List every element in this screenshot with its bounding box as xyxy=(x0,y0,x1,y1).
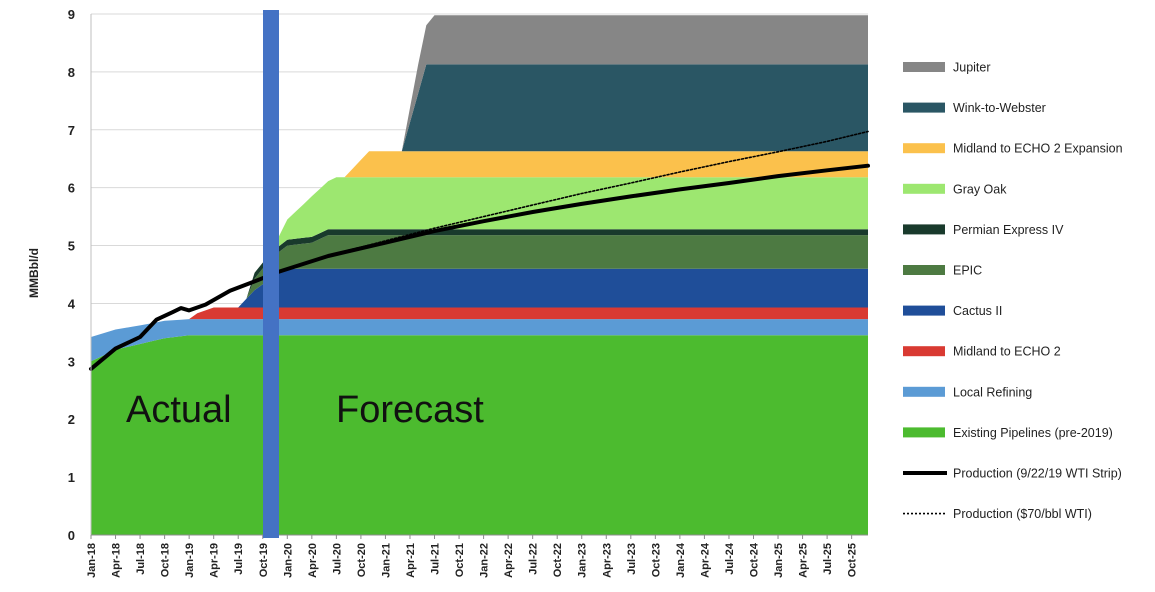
x-tick-label: Oct-18 xyxy=(160,543,172,577)
area-cactus-ii xyxy=(91,268,868,337)
legend-label: Existing Pipelines (pre-2019) xyxy=(953,426,1113,440)
actual-forecast-divider xyxy=(263,10,279,538)
legend-swatch xyxy=(903,427,945,438)
x-tick-label: Jan-18 xyxy=(86,543,98,578)
y-tick-label: 7 xyxy=(68,123,75,138)
legend-label: Production (9/22/19 WTI Strip) xyxy=(953,467,1122,481)
legend-entry: Cactus II xyxy=(903,304,1002,318)
area-epic xyxy=(91,235,868,337)
y-tick-label: 2 xyxy=(68,412,75,427)
legend-entry: Production ($70/bbl WTI) xyxy=(903,507,1092,521)
x-tick-label: Oct-23 xyxy=(650,543,662,577)
legend-entry: Midland to ECHO 2 Expansion xyxy=(903,142,1123,156)
x-tick-label: Jul-20 xyxy=(331,543,343,575)
legend-swatch xyxy=(903,386,945,397)
legend: Jupiter Wink-to-Webster Midland to ECHO 2 … xyxy=(903,61,1123,521)
legend-swatch xyxy=(903,224,945,235)
x-tick-label: Jan-25 xyxy=(773,543,785,578)
x-tick-label: Apr-25 xyxy=(798,543,810,578)
x-tick-label: Jul-19 xyxy=(233,543,245,575)
legend-swatch xyxy=(903,305,945,316)
x-tick-label: Oct-22 xyxy=(552,543,564,577)
legend-swatch xyxy=(903,265,945,275)
legend-label: Permian Express IV xyxy=(953,223,1064,237)
legend-swatch xyxy=(903,62,945,72)
production-lines xyxy=(89,130,870,371)
x-tick-label: Jul-23 xyxy=(626,543,638,575)
legend-swatch xyxy=(903,102,945,113)
actual-label: Actual xyxy=(126,389,232,431)
area-wink-to-webster xyxy=(91,64,868,338)
area-midland-to-echo-2 xyxy=(91,307,868,337)
legend-label: Midland to ECHO 2 Expansion xyxy=(953,142,1123,156)
x-tick-label: Jul-24 xyxy=(724,542,736,575)
y-tick-label: 6 xyxy=(68,181,75,196)
x-tick-label: Oct-21 xyxy=(454,543,466,577)
line-production-70-bbl-wti- xyxy=(278,130,869,273)
y-tick-label: 1 xyxy=(68,470,75,485)
x-tick-label: Jul-18 xyxy=(135,543,147,575)
legend-label: Wink-to-Webster xyxy=(953,101,1046,115)
legend-label: Jupiter xyxy=(953,61,991,75)
legend-swatch xyxy=(903,183,945,194)
x-tick-label: Jan-23 xyxy=(577,543,589,578)
y-axis: 0 1 2 3 4 5 6 7 8 9 xyxy=(68,7,92,543)
legend-swatch xyxy=(903,143,945,154)
y-tick-label: 3 xyxy=(68,354,75,369)
y-tick-label: 8 xyxy=(68,65,75,80)
x-axis: Jan-18 Apr-18 Jul-18 Oct-18 Jan-19 Apr-19 Jul-… xyxy=(86,534,868,578)
legend-entry: Gray Oak xyxy=(903,182,1007,196)
area-existing-pipelines-pre-2019- xyxy=(91,335,868,535)
stacked-areas xyxy=(91,15,868,535)
legend-label: Midland to ECHO 2 xyxy=(953,345,1061,359)
x-tick-label: Jan-22 xyxy=(479,543,491,578)
x-tick-label: Oct-20 xyxy=(356,543,368,577)
x-tick-label: Apr-18 xyxy=(111,543,123,578)
forecast-label: Forecast xyxy=(336,389,484,431)
x-tick-label: Apr-24 xyxy=(699,542,711,578)
x-tick-label: Apr-19 xyxy=(209,543,221,578)
y-tick-label: 4 xyxy=(68,296,76,311)
legend-label: Local Refining xyxy=(953,385,1032,399)
legend-swatch xyxy=(903,346,945,357)
x-tick-label: Oct-24 xyxy=(749,542,761,577)
area-jupiter xyxy=(91,15,868,337)
legend-label: EPIC xyxy=(953,264,982,278)
y-tick-label: 5 xyxy=(68,239,75,254)
y-axis-label: MMBbl/d xyxy=(27,248,41,298)
area-gray-oak xyxy=(91,177,868,337)
y-tick-label: 9 xyxy=(68,7,75,22)
area-local-refining xyxy=(91,319,868,362)
x-tick-label: Jan-24 xyxy=(675,542,687,578)
legend-label: Gray Oak xyxy=(953,182,1007,196)
x-tick-label: Apr-23 xyxy=(601,543,613,578)
x-tick-label: Apr-21 xyxy=(405,543,417,578)
y-tick-label: 0 xyxy=(68,528,75,543)
legend-entry: Wink-to-Webster xyxy=(903,101,1046,115)
x-tick-label: Oct-19 xyxy=(258,543,270,577)
area-midland-to-echo-2-expansion xyxy=(91,151,868,337)
x-tick-label: Jan-21 xyxy=(380,543,392,578)
legend-label: Production ($70/bbl WTI) xyxy=(953,507,1092,521)
x-tick-label: Jan-19 xyxy=(184,543,196,578)
x-tick-label: Jan-20 xyxy=(282,543,294,578)
x-tick-label: Jul-21 xyxy=(430,543,442,575)
legend-label: Cactus II xyxy=(953,304,1002,318)
x-tick-label: Jul-22 xyxy=(528,543,540,575)
x-tick-label: Apr-20 xyxy=(307,543,319,578)
legend-entry: Midland to ECHO 2 xyxy=(903,345,1061,359)
x-tick-label: Apr-22 xyxy=(503,543,515,578)
legend-entry: Permian Express IV xyxy=(903,223,1064,237)
legend-entry: Local Refining xyxy=(903,385,1032,399)
legend-entry: Production (9/22/19 WTI Strip) xyxy=(903,467,1122,481)
x-tick-label: Jul-25 xyxy=(822,543,834,575)
x-tick-label: Oct-25 xyxy=(847,543,859,577)
legend-entry: Jupiter xyxy=(903,61,991,75)
legend-entry: Existing Pipelines (pre-2019) xyxy=(903,426,1113,440)
legend-entry: EPIC xyxy=(903,264,982,278)
